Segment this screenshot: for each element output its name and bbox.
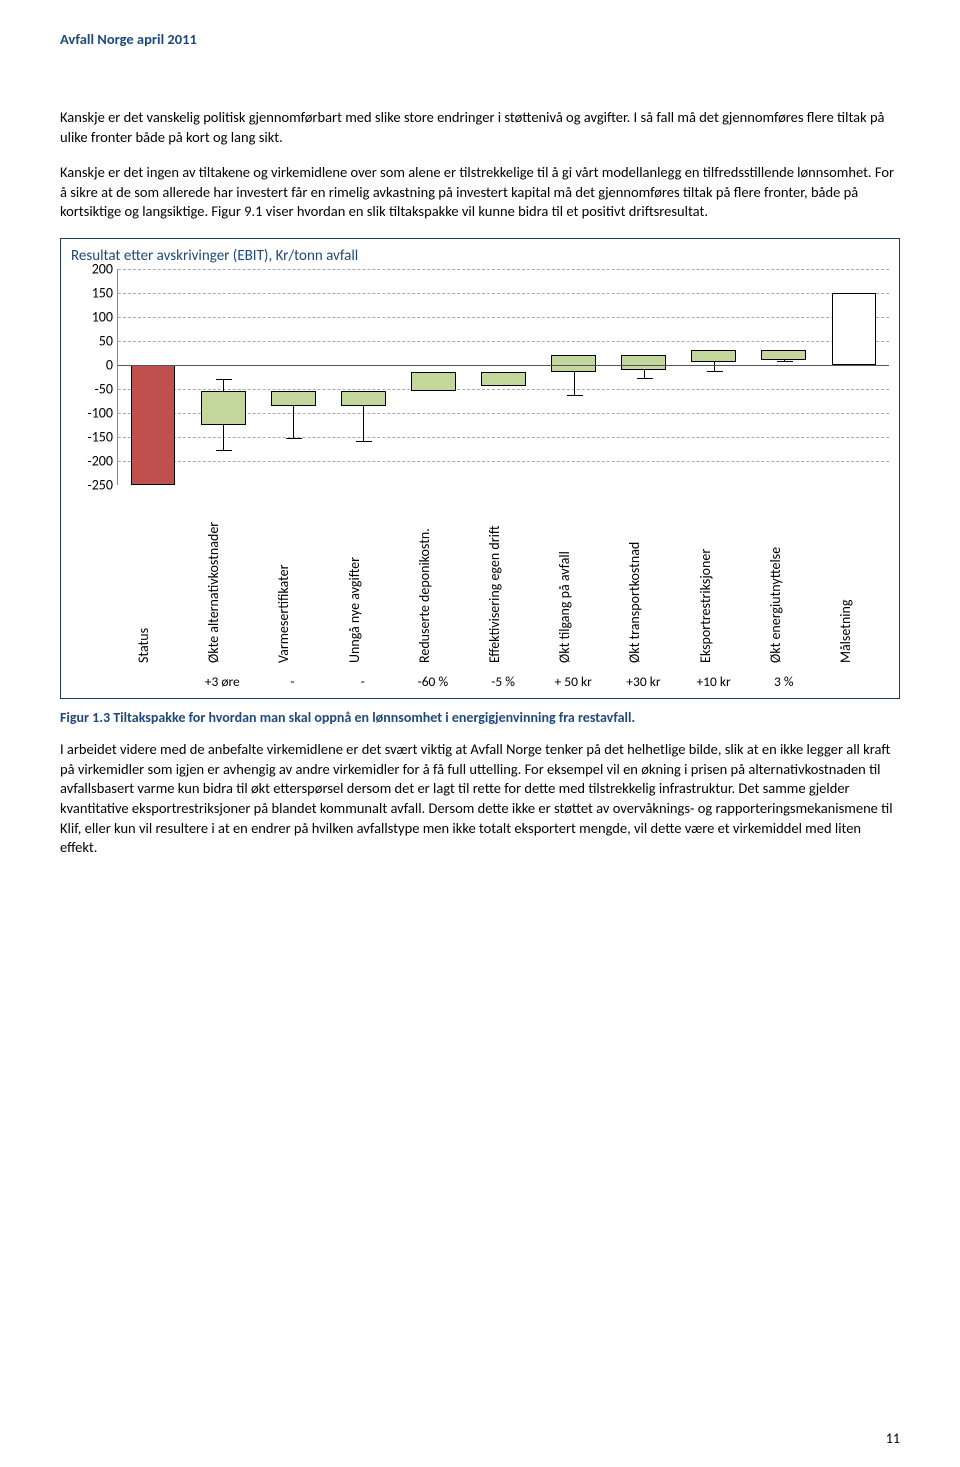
chart-bottom-value: [117, 673, 187, 690]
y-tick-label: -100: [71, 404, 113, 421]
chart-bar: [341, 391, 386, 405]
x-tick-label: Status: [135, 628, 152, 663]
x-tick-label: Økt transportkostnad: [626, 542, 643, 663]
chart-bottom-annotations: +3 øre---60 %-5 %+ 50 kr+30 kr+10 kr3 %: [117, 673, 889, 690]
paragraph-2: Kanskje er det ingen av tiltakene og vir…: [60, 163, 900, 222]
chart-bar: [621, 355, 666, 369]
document-page: Avfall Norge april 2011 Kanskje er det v…: [0, 0, 960, 1467]
y-tick-label: -250: [71, 476, 113, 493]
chart-column: [468, 269, 538, 485]
chart-column: [258, 269, 328, 485]
chart-column: [609, 269, 679, 485]
x-tick-label: Unngå nye avgifter: [346, 557, 363, 663]
y-tick-label: 200: [71, 260, 113, 277]
chart-columns: [118, 269, 889, 485]
chart-bar: [551, 355, 596, 372]
chart-bottom-value: 3 %: [749, 673, 819, 690]
chart-bar: [271, 391, 316, 405]
chart-bottom-value: -: [328, 673, 398, 690]
chart-column: [679, 269, 749, 485]
chart-column: [118, 269, 188, 485]
chart-bottom-value: [819, 673, 889, 690]
y-tick-label: 100: [71, 308, 113, 325]
chart-bar: [761, 350, 806, 360]
chart-column: [328, 269, 398, 485]
chart-bottom-value: -60 %: [398, 673, 468, 690]
chart-column: [188, 269, 258, 485]
paragraph-3: I arbeidet videre med de anbefalte virke…: [60, 740, 900, 857]
x-tick-label: Økt energiutnyttelse: [767, 547, 784, 663]
figure-caption: Figur 1.3 Tiltakspakke for hvordan man s…: [60, 709, 900, 726]
y-tick-label: -150: [71, 428, 113, 445]
x-tick-label: Målsetning: [837, 599, 854, 662]
chart-column: [539, 269, 609, 485]
chart-bar: [481, 372, 526, 386]
chart-bar: [691, 350, 736, 362]
chart-bottom-value: +3 øre: [187, 673, 257, 690]
y-tick-label: -200: [71, 452, 113, 469]
y-tick-label: 150: [71, 284, 113, 301]
chart-column: [749, 269, 819, 485]
page-number: 11: [886, 1430, 900, 1447]
x-tick-label: Effektivisering egen drift: [486, 525, 503, 662]
chart-column: [819, 269, 889, 485]
chart-plot: [117, 269, 889, 485]
figure-container: Resultat etter avskrivinger (EBIT), Kr/t…: [60, 238, 900, 699]
x-tick-label: Økte alternativkostnader: [205, 522, 222, 663]
y-tick-label: 50: [71, 332, 113, 349]
x-tick-label: Eksportrestriksjoner: [697, 549, 714, 663]
chart-bottom-value: -: [257, 673, 327, 690]
y-axis-labels: 200150100500-50-100-150-200-250: [71, 269, 113, 485]
x-tick-label: Reduserte deponikostn.: [416, 528, 433, 663]
page-header: Avfall Norge april 2011: [60, 30, 900, 48]
y-tick-label: 0: [71, 356, 113, 373]
chart-bar: [131, 365, 176, 485]
chart-bottom-value: + 50 kr: [538, 673, 608, 690]
x-tick-label: Varmesertifikater: [275, 564, 292, 663]
chart-bottom-value: -5 %: [468, 673, 538, 690]
chart-bar: [411, 372, 456, 391]
paragraph-1: Kanskje er det vanskelig politisk gjenno…: [60, 108, 900, 147]
x-axis-labels: Status Økte alternativkostnader Varmeserti…: [117, 487, 889, 667]
chart-bar: [201, 391, 246, 425]
chart-bar: [832, 293, 877, 365]
chart-bottom-value: +10 kr: [679, 673, 749, 690]
y-tick-label: -50: [71, 380, 113, 397]
chart-title: Resultat etter avskrivinger (EBIT), Kr/t…: [71, 247, 889, 265]
x-tick-label: Økt tilgang på avfall: [556, 551, 573, 663]
chart-column: [398, 269, 468, 485]
chart-bottom-value: +30 kr: [608, 673, 678, 690]
chart-area: 200150100500-50-100-150-200-250 StatusØk…: [71, 269, 889, 690]
